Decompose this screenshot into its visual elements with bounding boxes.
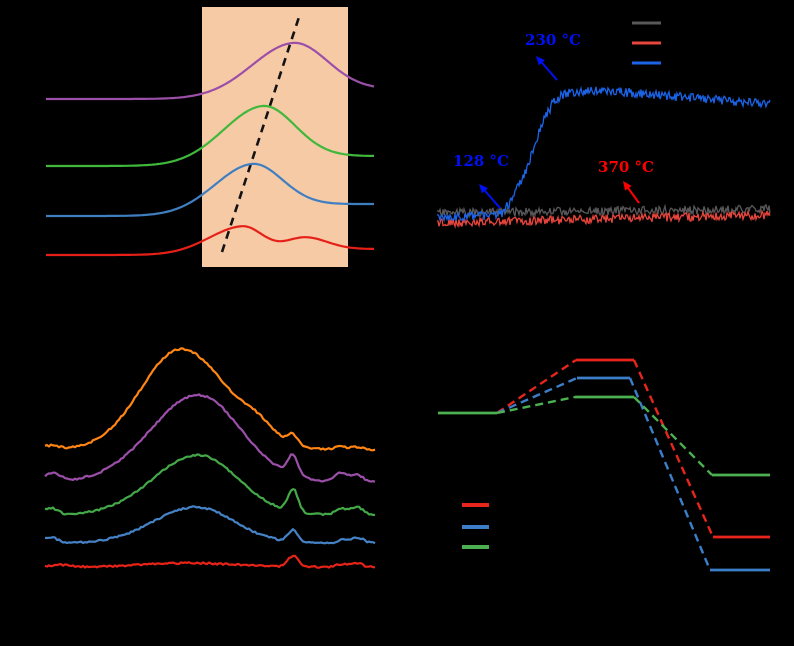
panel-a-red-curve <box>46 225 374 257</box>
panel-d-connector-5 <box>633 396 713 476</box>
annotation-128c: 128 °C <box>453 152 509 170</box>
panel-b-annotation-arrowhead-0 <box>536 56 545 66</box>
panel-d-connector-0 <box>496 359 577 414</box>
panel-d-connector-3 <box>632 359 715 538</box>
annotation-370c: 370 °C <box>598 158 654 176</box>
panel-c-red-curve <box>44 554 376 569</box>
panel-d-connector-1 <box>496 376 578 415</box>
panel-a-purple-curve <box>46 41 375 101</box>
panel-a-blue-curve <box>46 162 374 218</box>
panel-b-annotation-arrow-2 <box>625 185 640 204</box>
panel-b-annotation-arrow-0 <box>539 59 558 81</box>
panel-c-purple-curve <box>44 393 376 483</box>
panel-c-green-curve <box>44 453 376 517</box>
panel-d-connector-4 <box>628 377 712 571</box>
panel-b-red-trace <box>436 209 771 229</box>
panel-c-blue-curve <box>44 505 376 545</box>
panel-b-blue-trace <box>436 86 771 223</box>
annotation-230c: 230 °C <box>525 31 581 49</box>
panel-b-annotation-arrowhead-1 <box>479 184 488 194</box>
panel-a-highlight-band <box>202 7 348 267</box>
panel-a-green-curve <box>46 104 374 168</box>
panel-b-annotation-arrow-1 <box>482 187 501 209</box>
panel-c-orange-curve <box>44 347 376 452</box>
panel-b-annotation-arrowhead-2 <box>623 181 632 191</box>
panel-b-gray-trace <box>436 203 771 219</box>
panel-d-connector-2 <box>496 395 576 415</box>
